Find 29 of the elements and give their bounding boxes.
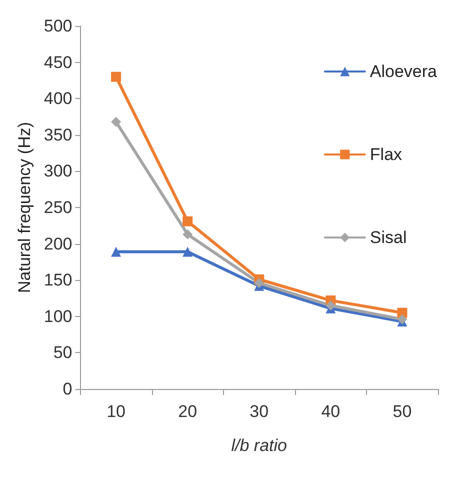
- point: [182, 246, 193, 257]
- x-tick-label: 30: [250, 402, 269, 421]
- legend-label: Sisal: [370, 228, 407, 247]
- y-tick-label: 100: [44, 306, 72, 326]
- point: [182, 216, 193, 226]
- x-tick-label: 20: [178, 402, 198, 421]
- y-tick-label: 350: [44, 125, 72, 144]
- legend-label: Flax: [370, 145, 403, 164]
- x-tick-label: 10: [106, 402, 126, 421]
- x-tick-label: 50: [392, 402, 412, 421]
- x-tick-label: 40: [321, 402, 340, 421]
- point: [111, 116, 122, 127]
- y-tick-label: 300: [44, 162, 72, 181]
- y-tick-label: 400: [44, 89, 72, 108]
- point: [182, 229, 193, 240]
- y-tick-label: 0: [62, 380, 72, 398]
- y-tick-label: 200: [44, 234, 72, 254]
- point: [254, 278, 264, 288]
- y-tick-label: 150: [44, 270, 72, 290]
- y-axis-title: Natural frequency (Hz): [15, 122, 34, 294]
- y-tick-label: 450: [44, 52, 72, 72]
- y-tick-label: 250: [44, 198, 72, 217]
- point: [326, 300, 336, 311]
- x-axis-title: l/b ratio: [231, 436, 288, 455]
- legend-label: Aloevera: [370, 62, 438, 81]
- y-tick-label: 500: [44, 16, 72, 36]
- y-tick-label: 50: [53, 343, 72, 362]
- point: [111, 72, 122, 82]
- point: [111, 246, 122, 257]
